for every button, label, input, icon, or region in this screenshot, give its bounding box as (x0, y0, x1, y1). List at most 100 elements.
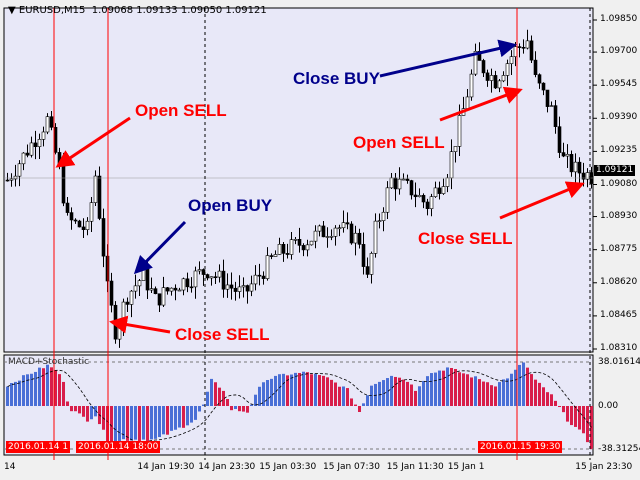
candle (41, 131, 46, 140)
candle (485, 72, 490, 81)
candle (117, 323, 122, 340)
macd-bar (82, 406, 85, 417)
macd-bar (182, 406, 185, 428)
candle (405, 178, 410, 181)
candle (241, 285, 246, 288)
candle (225, 284, 230, 290)
time-label: 14 Jan 23:30 (198, 462, 256, 473)
macd-bar (142, 406, 145, 440)
candle (209, 276, 214, 279)
candle (385, 187, 390, 213)
candle (261, 275, 266, 279)
candle (217, 270, 222, 278)
candle (129, 290, 134, 305)
candle (469, 73, 474, 98)
candle (321, 225, 326, 238)
candle (173, 287, 178, 291)
candle (249, 283, 254, 292)
macd-bar (382, 380, 385, 406)
macd-bar (406, 381, 409, 406)
macd-bar (250, 404, 253, 406)
macd-bar (334, 382, 337, 406)
macd-bar (338, 386, 341, 406)
candle (401, 178, 406, 181)
candle (517, 46, 522, 48)
candle (5, 179, 10, 182)
candle (373, 220, 378, 254)
candle (413, 194, 418, 198)
candle (521, 47, 526, 49)
macd-bar (46, 364, 49, 406)
macd-bar (118, 406, 121, 443)
candle (65, 202, 70, 213)
candle (89, 202, 94, 222)
macd-bar (314, 373, 317, 406)
time-label: 14 (4, 462, 16, 473)
macd-bar (134, 406, 137, 440)
candle (85, 220, 90, 230)
candle (305, 244, 310, 251)
macd-bar (126, 406, 129, 441)
candle (569, 154, 574, 173)
macd-bar (390, 375, 393, 406)
candle (537, 74, 542, 84)
macd-bar (50, 367, 53, 406)
candle (505, 63, 510, 76)
macd-bar (170, 406, 173, 431)
candle (265, 255, 270, 279)
macd-bar (90, 406, 93, 420)
candle (253, 274, 258, 285)
macd-bar (522, 362, 525, 406)
candle (9, 178, 14, 181)
macd-bar (222, 390, 225, 406)
candle (333, 227, 338, 237)
candle (337, 227, 342, 230)
macd-bar (530, 374, 533, 406)
annotation-arrow-icon (133, 220, 187, 275)
candle (301, 245, 306, 251)
macd-bar (402, 379, 405, 406)
ohlc-low: 1.09050 (180, 5, 223, 16)
main-panel (3, 7, 594, 353)
macd-bar (446, 367, 449, 406)
candle (233, 287, 238, 292)
candle (13, 175, 18, 180)
macd-bar (462, 373, 465, 406)
candle (189, 286, 194, 289)
macd-bar (306, 372, 309, 406)
candle (477, 51, 482, 61)
macd-bar (506, 378, 509, 406)
macd-bar (114, 406, 117, 448)
price-label: 1.09850 (600, 14, 638, 24)
macd-bar (158, 406, 161, 438)
indicator-level-top: 38.01614 (598, 357, 640, 367)
candle (473, 51, 478, 75)
macd-bar (494, 386, 497, 406)
macd-bar (230, 406, 233, 411)
macd-bar (14, 381, 17, 406)
candle (445, 177, 450, 187)
candle (237, 286, 242, 292)
macd-bar (38, 367, 41, 406)
candle (45, 116, 50, 133)
chart-header: ▼ EURUSD,M15 1.09068 1.09133 1.09050 1.0… (8, 5, 267, 16)
price-label: 1.09700 (600, 46, 638, 57)
macd-bar (218, 387, 221, 406)
macd-bar (526, 367, 529, 406)
macd-bar (326, 377, 329, 406)
candle (349, 223, 354, 244)
indicator-title: MACD+Stochastic (8, 357, 90, 367)
candle (269, 255, 274, 257)
macd-bar (418, 386, 421, 406)
time-tag-3: 2016.01.15 19:30 (478, 441, 563, 453)
candle (277, 243, 282, 255)
macd-bar (518, 364, 521, 406)
candle (193, 270, 198, 288)
candle (329, 235, 334, 238)
price-label: 1.08930 (600, 210, 638, 221)
dropdown-triangle-icon[interactable]: ▼ (8, 5, 16, 16)
candle (497, 80, 502, 89)
macd-bar (262, 382, 265, 406)
candle (549, 105, 554, 107)
